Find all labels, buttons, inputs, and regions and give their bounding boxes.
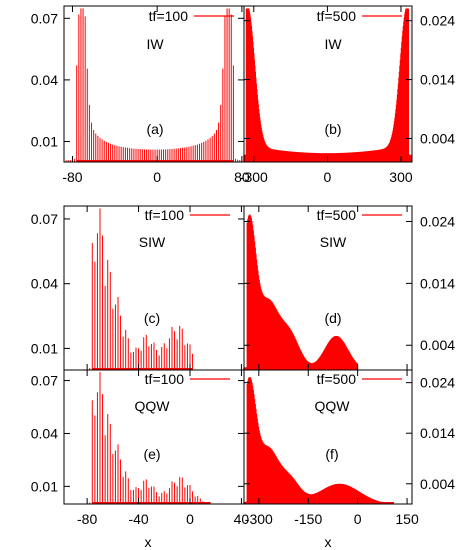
panel-d: 0.004 0.014 0.024 tf=500 SIW (d)	[243, 205, 455, 371]
panel-title: IW	[146, 36, 164, 52]
y-tick-label: 0.04	[31, 276, 58, 292]
y-tick-label: 0.004	[420, 130, 455, 146]
legend-label: tf=100	[149, 8, 189, 24]
y-tick-label: 0.014	[420, 72, 455, 88]
x-tick-label: -80	[77, 511, 97, 527]
legend-label: tf=500	[317, 371, 357, 387]
y-tick-label: 0.04	[31, 72, 58, 88]
y-tick-label: 0.024	[420, 13, 455, 29]
panel-title: IW	[324, 36, 342, 52]
legend-label: tf=500	[317, 207, 357, 223]
series-spikes	[243, 8, 413, 162]
x-tick-label: -80	[62, 169, 82, 185]
series-spikes	[84, 208, 194, 370]
plot-frame	[243, 369, 413, 505]
y-tick-label: 0.07	[31, 10, 58, 26]
panel-title: QQW	[315, 398, 351, 414]
series-spikes	[84, 372, 212, 504]
panel-label: (d)	[324, 310, 341, 326]
panel-e: 0.01 0.04 0.07 -80 -40 0 40 tf=100 QQW (e)	[31, 369, 250, 527]
y-tick-label: 0.07	[31, 211, 58, 227]
panel-f: 0.004 0.014 0.024 -300 -150 0 150 tf=500 QQW (f)	[243, 369, 455, 527]
legend-label: tf=500	[317, 8, 357, 24]
y-tick-label: 0.01	[31, 133, 58, 149]
panel-label: (b)	[324, 121, 341, 137]
x-tick-label: 0	[186, 511, 194, 527]
panel-label: (e)	[143, 446, 160, 462]
x-tick-label: 0	[323, 169, 331, 185]
y-tick-label: 0.01	[31, 340, 58, 356]
x-tick-label: 80	[234, 169, 250, 185]
y-tick-label: 0.014	[420, 425, 455, 441]
x-tick-label: 40	[234, 511, 250, 527]
x-tick-label: -40	[128, 511, 148, 527]
y-tick-label: 0.004	[420, 337, 455, 353]
legend-label: tf=100	[145, 207, 185, 223]
x-axis-label-left: x	[145, 534, 152, 550]
y-tick-label: 0.07	[31, 373, 58, 389]
x-axis-label-right: x	[325, 534, 332, 550]
x-tick-label: -300	[245, 511, 273, 527]
panel-label: (c)	[144, 310, 160, 326]
x-tick-label: 150	[395, 511, 419, 527]
panel-b: 0.004 0.014 0.024 -300 0 300 tf=500 IW (b)	[240, 5, 455, 185]
x-tick-label: -150	[294, 511, 322, 527]
y-tick-label: 0.024	[420, 375, 455, 391]
panel-c: 0.01 0.04 0.07 tf=100 SIW (c)	[31, 205, 245, 371]
y-tick-label: 0.004	[420, 476, 455, 492]
y-tick-label: 0.01	[31, 478, 58, 494]
x-tick-label: 300	[389, 169, 413, 185]
x-tick-label: 0	[354, 511, 362, 527]
plot-frame	[63, 369, 245, 505]
y-tick-label: 0.04	[31, 425, 58, 441]
legend-label: tf=100	[145, 371, 185, 387]
x-tick-label: -300	[240, 169, 268, 185]
panel-title: QQW	[135, 398, 171, 414]
panel-title: SIW	[139, 234, 166, 250]
panel-label: (f)	[325, 446, 338, 462]
y-tick-label: 0.014	[420, 275, 455, 291]
panel-title: SIW	[320, 234, 347, 250]
plot-frame	[243, 5, 413, 163]
panel-a: 0.01 0.04 0.07 -80 0 80 tf=100 IW (a)	[31, 5, 250, 185]
panel-label: (a)	[146, 121, 163, 137]
series-spikes	[63, 8, 245, 162]
x-tick-label: 0	[153, 169, 161, 185]
series-spikes	[243, 377, 386, 504]
y-tick-label: 0.024	[420, 213, 455, 229]
plot-frame	[63, 5, 245, 163]
